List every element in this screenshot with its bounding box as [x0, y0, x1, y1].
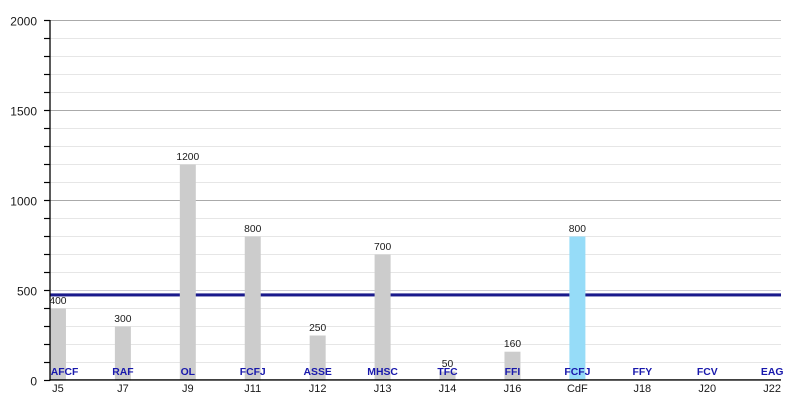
svg-text:FFY: FFY: [633, 367, 653, 378]
svg-text:300: 300: [114, 314, 131, 325]
svg-text:1000: 1000: [10, 195, 37, 209]
svg-text:2000: 2000: [10, 15, 37, 29]
svg-text:TFC: TFC: [437, 367, 458, 378]
svg-text:1500: 1500: [10, 105, 37, 119]
svg-text:J22: J22: [763, 383, 781, 395]
svg-text:J13: J13: [374, 383, 392, 395]
svg-text:J20: J20: [698, 383, 716, 395]
svg-text:250: 250: [309, 323, 326, 334]
svg-text:FCFJ: FCFJ: [240, 367, 266, 378]
svg-text:50: 50: [442, 359, 454, 370]
svg-text:CdF: CdF: [567, 383, 588, 395]
svg-text:OL: OL: [181, 367, 196, 378]
svg-text:J11: J11: [244, 383, 261, 395]
svg-text:J12: J12: [309, 383, 327, 395]
svg-text:J7: J7: [117, 383, 129, 395]
svg-text:J16: J16: [504, 383, 522, 395]
svg-text:0: 0: [30, 375, 37, 389]
svg-text:500: 500: [17, 285, 37, 299]
svg-text:J18: J18: [633, 383, 651, 395]
svg-text:MHSC: MHSC: [367, 367, 398, 378]
svg-text:J9: J9: [182, 383, 194, 395]
svg-text:ASSE: ASSE: [304, 367, 332, 378]
svg-text:J5: J5: [52, 383, 64, 395]
svg-text:400: 400: [49, 296, 66, 307]
svg-text:1200: 1200: [176, 152, 199, 163]
svg-text:J14: J14: [439, 383, 457, 395]
svg-text:160: 160: [504, 339, 521, 350]
svg-text:800: 800: [244, 224, 261, 235]
svg-text:800: 800: [569, 224, 586, 235]
svg-text:AFCF: AFCF: [51, 367, 79, 378]
svg-text:EAG: EAG: [761, 367, 784, 378]
svg-text:FFI: FFI: [505, 367, 521, 378]
svg-text:FCFJ: FCFJ: [564, 367, 590, 378]
svg-text:700: 700: [374, 242, 391, 253]
svg-text:FCV: FCV: [697, 367, 718, 378]
svg-text:RAF: RAF: [112, 367, 133, 378]
